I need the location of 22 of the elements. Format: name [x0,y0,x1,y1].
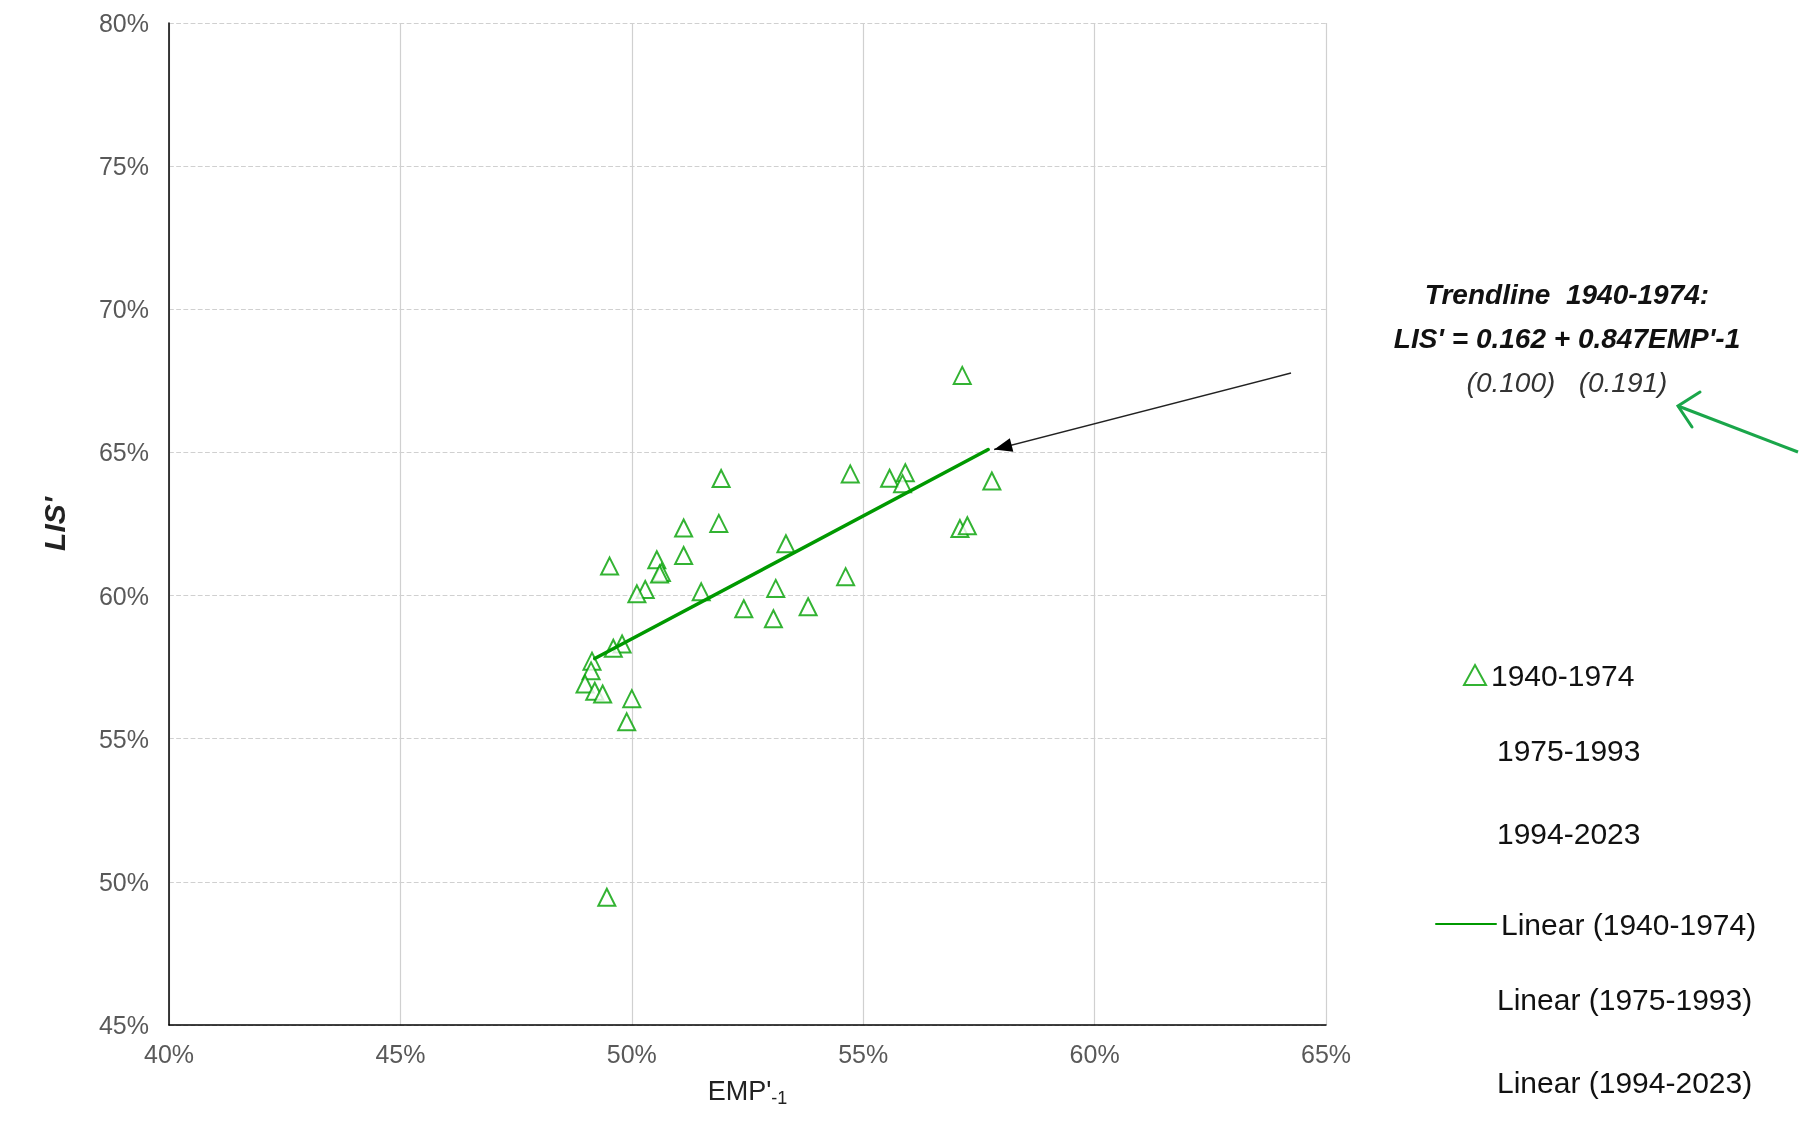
legend-label: 1940-1974 [1491,658,1635,692]
y-tick-label: 60% [98,581,149,610]
y-tick-label: 65% [98,438,149,467]
x-tick-label: 55% [838,1039,889,1068]
text: 1975-1993 [1497,733,1641,767]
text: Linear (1975-1993) [1497,982,1753,1016]
x-tick-label: 45% [375,1039,426,1068]
y-tick-label: 50% [98,867,149,896]
x-tick-label: 40% [143,1039,195,1068]
y-tick-label: 45% [98,1011,149,1039]
y-tick-label: 75% [98,152,149,181]
text: Trendline 1940-1974: LIS' = 0.162 + 0.847EMP'-1 (0.100) (0.191) [1393,278,1741,398]
text: 1994-2023 [1497,816,1641,850]
y-tick-label: 80% [98,9,149,37]
y-tick-label: 70% [98,295,149,324]
y-tick-label: 55% [98,724,149,753]
x-tick-label: 60% [1069,1039,1120,1068]
x-tick-label: 50% [606,1039,657,1068]
legend-label: Linear (1940-1974) [1501,907,1757,941]
y-axis-title: LIS' [37,496,71,551]
x-tick-label: 65% [1300,1039,1352,1068]
text: Linear (1994-2023) [1497,1065,1753,1099]
